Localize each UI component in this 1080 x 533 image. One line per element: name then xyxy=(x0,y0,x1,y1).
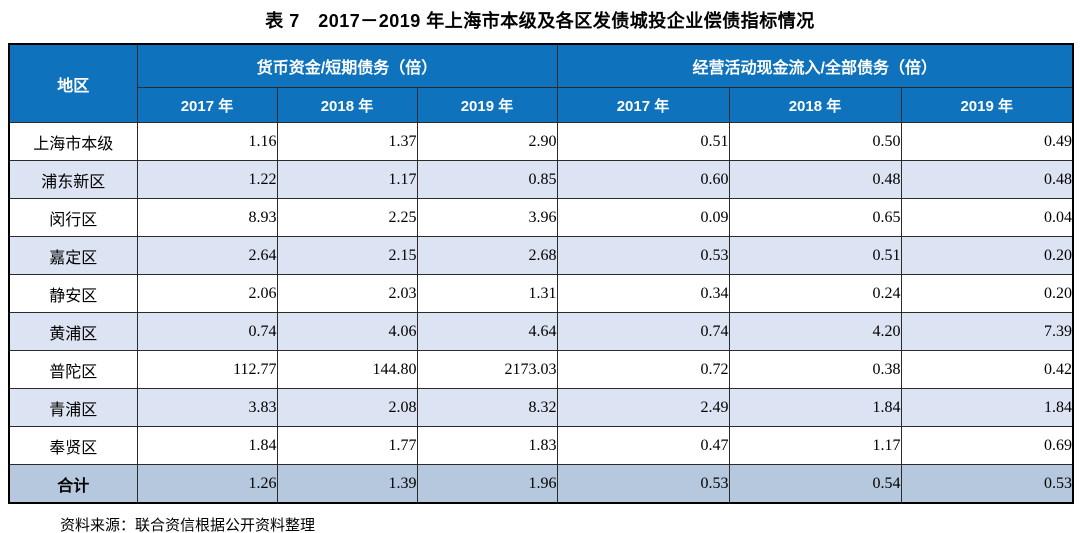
data-source-note: 资料来源：联合资信根据公开资料整理 xyxy=(60,518,316,533)
table-row: 静安区 2.06 2.03 1.31 0.34 0.24 0.20 xyxy=(8,274,1074,313)
value-cell: 0.53 xyxy=(556,236,730,275)
table-row: 上海市本级 1.16 1.37 2.90 0.51 0.50 0.49 xyxy=(8,122,1074,161)
header-year: 2017 年 xyxy=(136,87,278,123)
value-cell: 2173.03 xyxy=(416,350,558,389)
region-cell: 嘉定区 xyxy=(8,236,138,275)
region-cell: 黄浦区 xyxy=(8,312,138,351)
value-cell: 0.48 xyxy=(900,160,1074,199)
value-cell: 2.06 xyxy=(136,274,278,313)
value-cell: 0.20 xyxy=(900,236,1074,275)
value-cell: 2.25 xyxy=(276,198,418,237)
header-region: 地区 xyxy=(8,43,138,123)
value-cell: 0.85 xyxy=(416,160,558,199)
value-cell: 2.03 xyxy=(276,274,418,313)
value-cell: 0.09 xyxy=(556,198,730,237)
header-year: 2018 年 xyxy=(276,87,418,123)
value-cell: 0.74 xyxy=(556,312,730,351)
value-cell: 1.96 xyxy=(416,464,558,504)
header-year: 2017 年 xyxy=(556,87,730,123)
value-cell: 1.37 xyxy=(276,122,418,161)
value-cell: 0.50 xyxy=(728,122,902,161)
value-cell: 0.48 xyxy=(728,160,902,199)
value-cell: 0.04 xyxy=(900,198,1074,237)
table-row: 普陀区 112.77 144.80 2173.03 0.72 0.38 0.42 xyxy=(8,350,1074,389)
header-group-cashflow-to-total-debt: 经营活动现金流入/全部债务（倍） xyxy=(556,43,1074,88)
header-row-groups: 地区 货币资金/短期债务（倍） 经营活动现金流入/全部债务（倍） xyxy=(8,43,1074,123)
value-cell: 144.80 xyxy=(276,350,418,389)
value-cell: 112.77 xyxy=(136,350,278,389)
table-row: 浦东新区 1.22 1.17 0.85 0.60 0.48 0.48 xyxy=(8,160,1074,199)
value-cell: 0.65 xyxy=(728,198,902,237)
value-cell: 8.93 xyxy=(136,198,278,237)
value-cell: 1.39 xyxy=(276,464,418,504)
header-row-years: 2017 年 2018 年 2019 年 2017 年 2018 年 2019 … xyxy=(9,87,1074,123)
value-cell: 0.51 xyxy=(556,122,730,161)
value-cell: 1.31 xyxy=(416,274,558,313)
value-cell: 1.83 xyxy=(416,426,558,465)
value-cell: 0.34 xyxy=(556,274,730,313)
value-cell: 1.84 xyxy=(728,388,902,427)
table-row: 黄浦区 0.74 4.06 4.64 0.74 4.20 7.39 xyxy=(8,312,1074,351)
table-header: 地区 货币资金/短期债务（倍） 经营活动现金流入/全部债务（倍） 2017 年 … xyxy=(8,43,1074,123)
header-year: 2018 年 xyxy=(728,87,902,123)
value-cell: 0.38 xyxy=(728,350,902,389)
value-cell: 3.96 xyxy=(416,198,558,237)
value-cell: 1.17 xyxy=(728,426,902,465)
table-row-total: 合计 1.26 1.39 1.96 0.53 0.54 0.53 xyxy=(8,464,1074,504)
table-title: 表 7 2017－2019 年上海市本级及各区发债城投企业偿债指标情况 xyxy=(265,11,815,31)
value-cell: 0.69 xyxy=(900,426,1074,465)
value-cell: 4.06 xyxy=(276,312,418,351)
value-cell: 4.20 xyxy=(728,312,902,351)
value-cell: 1.84 xyxy=(136,426,278,465)
value-cell: 3.83 xyxy=(136,388,278,427)
value-cell: 0.74 xyxy=(136,312,278,351)
value-cell: 1.16 xyxy=(136,122,278,161)
region-cell: 普陀区 xyxy=(8,350,138,389)
value-cell: 0.49 xyxy=(900,122,1074,161)
region-cell: 青浦区 xyxy=(8,388,138,427)
value-cell: 0.20 xyxy=(900,274,1074,313)
value-cell: 2.49 xyxy=(556,388,730,427)
table-row: 嘉定区 2.64 2.15 2.68 0.53 0.51 0.20 xyxy=(8,236,1074,275)
header-year: 2019 年 xyxy=(416,87,558,123)
table-row: 闵行区 8.93 2.25 3.96 0.09 0.65 0.04 xyxy=(8,198,1074,237)
header-group-cash-to-short-debt: 货币资金/短期债务（倍） xyxy=(136,43,558,88)
value-cell: 0.51 xyxy=(728,236,902,275)
region-cell: 静安区 xyxy=(8,274,138,313)
value-cell: 0.53 xyxy=(900,464,1074,504)
value-cell: 0.42 xyxy=(900,350,1074,389)
table-row: 奉贤区 1.84 1.77 1.83 0.47 1.17 0.69 xyxy=(8,426,1074,465)
value-cell: 1.77 xyxy=(276,426,418,465)
value-cell: 1.17 xyxy=(276,160,418,199)
region-cell: 闵行区 xyxy=(8,198,138,237)
region-cell: 奉贤区 xyxy=(8,426,138,465)
value-cell: 4.64 xyxy=(416,312,558,351)
region-cell: 上海市本级 xyxy=(8,122,138,161)
region-cell: 合计 xyxy=(8,464,138,504)
table-body: 上海市本级 1.16 1.37 2.90 0.51 0.50 0.49 浦东新区… xyxy=(8,122,1074,504)
value-cell: 2.90 xyxy=(416,122,558,161)
header-year: 2019 年 xyxy=(900,87,1074,123)
value-cell: 1.26 xyxy=(136,464,278,504)
value-cell: 0.47 xyxy=(556,426,730,465)
value-cell: 0.54 xyxy=(728,464,902,504)
value-cell: 1.22 xyxy=(136,160,278,199)
value-cell: 7.39 xyxy=(900,312,1074,351)
region-cell: 浦东新区 xyxy=(8,160,138,199)
value-cell: 2.15 xyxy=(276,236,418,275)
value-cell: 2.08 xyxy=(276,388,418,427)
indicator-table: 地区 货币资金/短期债务（倍） 经营活动现金流入/全部债务（倍） 2017 年 … xyxy=(8,43,1074,504)
value-cell: 2.64 xyxy=(136,236,278,275)
value-cell: 1.84 xyxy=(900,388,1074,427)
value-cell: 0.60 xyxy=(556,160,730,199)
value-cell: 8.32 xyxy=(416,388,558,427)
value-cell: 0.53 xyxy=(556,464,730,504)
table-row: 青浦区 3.83 2.08 8.32 2.49 1.84 1.84 xyxy=(8,388,1074,427)
value-cell: 0.24 xyxy=(728,274,902,313)
value-cell: 0.72 xyxy=(556,350,730,389)
value-cell: 2.68 xyxy=(416,236,558,275)
